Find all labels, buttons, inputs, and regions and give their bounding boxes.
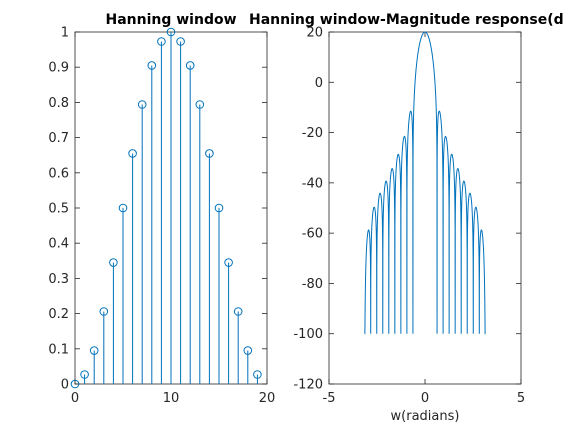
stem-marker <box>70 379 80 389</box>
stem-marker <box>99 307 109 316</box>
stem-marker <box>166 27 176 37</box>
x-tick-label-left: 20 <box>259 391 276 406</box>
y-tick-label-right: -80 <box>302 277 323 292</box>
y-tick-label-left: 1 <box>61 26 69 41</box>
stem-marker <box>137 100 147 109</box>
magnitude-response-line <box>364 31 486 335</box>
stem-marker <box>214 203 224 213</box>
stem-marker <box>147 61 157 70</box>
hanning-window-axes: 0 10 20 0 0.1 0.2 0.3 0.4 0.5 0.6 0.7 0.8 0.9 1 Hanni… <box>48 12 275 406</box>
x-tick-label-right: 0 <box>421 391 429 406</box>
stem-marker <box>109 258 118 267</box>
chart-title-left: Hanning window <box>105 12 236 28</box>
y-tick-label-left: 0.5 <box>48 202 69 217</box>
y-tick-label-right: -100 <box>293 327 323 342</box>
stem-series <box>70 27 262 389</box>
stem-marker <box>89 346 99 355</box>
y-tick-label-left: 0.7 <box>48 131 69 146</box>
y-tick-label-left: 0.1 <box>48 342 69 357</box>
y-tick-label-left: 0.8 <box>48 96 69 111</box>
stem-marker <box>205 149 214 158</box>
y-tick-label-left: 0.9 <box>48 61 69 76</box>
stem-marker <box>224 258 233 267</box>
stem-marker <box>195 100 205 109</box>
y-tick-label-left: 0.6 <box>48 166 69 181</box>
y-tick-label-left: 0 <box>61 378 69 393</box>
y-tick-label-right: 0 <box>315 76 323 91</box>
y-tick-label-left: 0.3 <box>48 272 69 287</box>
magnitude-response-axes: -5 0 5 -120 -100 -80 -60 -40 -20 0 20 Hanning wind… <box>249 12 564 424</box>
stem-marker <box>128 149 137 158</box>
chart-title-right: Hanning window-Magnitude response(d <box>249 12 564 28</box>
y-tick-label-left: 0.2 <box>48 307 69 322</box>
x-tick-label-right: -5 <box>323 391 336 406</box>
stem-marker <box>243 346 253 355</box>
x-tick-label-left: 10 <box>163 391 180 406</box>
stem-marker <box>185 61 195 70</box>
right-axis-ticks: -5 0 5 -120 -100 -80 -60 -40 -20 0 20 <box>293 26 525 407</box>
y-tick-label-right: -20 <box>302 126 323 141</box>
y-tick-label-right: 20 <box>306 26 323 41</box>
stem-marker <box>157 37 166 46</box>
y-tick-label-right: -120 <box>293 378 323 393</box>
y-tick-label-right: -60 <box>302 227 323 242</box>
stem-marker <box>233 307 243 316</box>
x-tick-label-right: 5 <box>517 391 525 406</box>
x-axis-label-right: w(radians) <box>391 409 460 424</box>
left-axis-ticks: 0 10 20 0 0.1 0.2 0.3 0.4 0.5 0.6 0.7 0.8 0.9 1 <box>48 26 275 407</box>
stem-marker <box>80 370 89 379</box>
y-tick-label-right: -40 <box>302 176 323 191</box>
stem-marker <box>176 37 185 46</box>
x-tick-label-left: 0 <box>71 391 79 406</box>
stem-marker <box>118 203 128 213</box>
stem-marker <box>253 370 262 379</box>
plot-area-right <box>328 31 522 385</box>
y-tick-label-left: 0.4 <box>48 237 69 252</box>
